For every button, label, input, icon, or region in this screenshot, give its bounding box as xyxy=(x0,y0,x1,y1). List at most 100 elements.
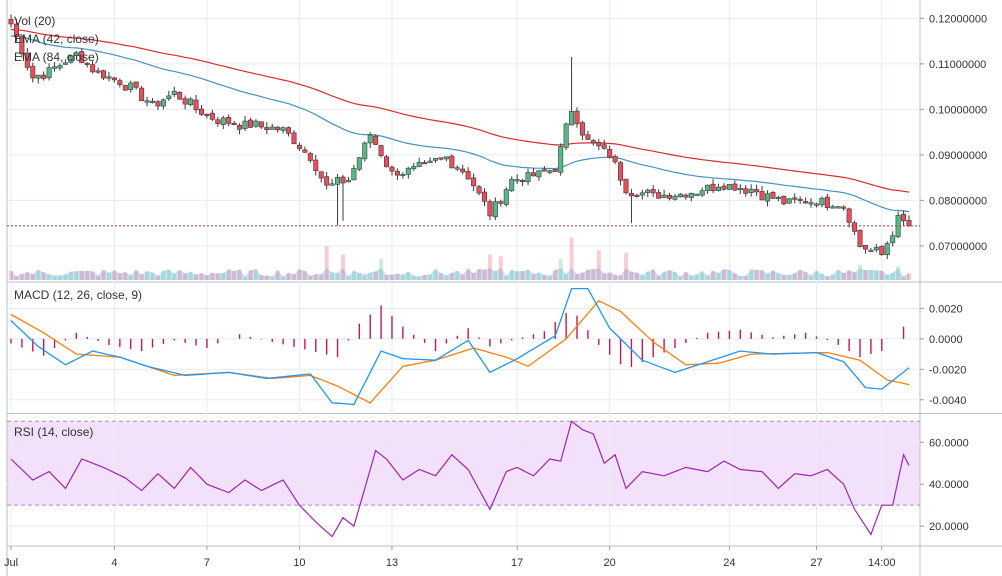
candle-body xyxy=(465,171,471,180)
volume-bar xyxy=(466,269,471,280)
volume-bar xyxy=(275,270,280,280)
candle-body xyxy=(509,178,515,191)
candle-body xyxy=(759,191,765,201)
macd-axis-tick-label: 0.0000 xyxy=(929,334,963,346)
volume-bar xyxy=(656,275,661,280)
candle-body xyxy=(569,111,575,126)
volume-bar xyxy=(743,275,748,280)
candle-body xyxy=(144,100,150,103)
candle-body xyxy=(57,65,63,69)
candle-body xyxy=(384,156,390,168)
candle-body xyxy=(106,76,112,79)
volume-bar xyxy=(700,271,705,280)
volume-bar xyxy=(433,269,438,280)
macd-signal-line xyxy=(10,299,910,404)
candle-body xyxy=(19,36,25,55)
ema42-line xyxy=(11,35,910,213)
candle-body xyxy=(433,158,439,161)
candle-body xyxy=(68,55,74,63)
candle-body xyxy=(443,156,449,160)
candle-body xyxy=(743,188,749,194)
candle-body xyxy=(264,127,270,131)
volume-bar xyxy=(286,273,291,280)
candle-body xyxy=(340,176,346,184)
volume-bar xyxy=(689,275,694,280)
volume-bar xyxy=(368,272,373,280)
volume-bar xyxy=(340,254,345,280)
volume-bar xyxy=(885,274,890,280)
candle-body xyxy=(661,194,667,198)
volume-bar xyxy=(711,270,716,280)
price-axis-tick-label: 0.07000000 xyxy=(929,241,987,253)
candle-body xyxy=(857,230,863,247)
price-axis-tick-label: 0.10000000 xyxy=(929,104,987,116)
candle-body xyxy=(193,99,199,111)
candle-body xyxy=(351,168,357,181)
volume-bar xyxy=(128,275,133,280)
volume-bar xyxy=(520,271,525,280)
candle-body xyxy=(705,184,711,191)
time-axis-label: 24 xyxy=(723,557,735,569)
candle-body xyxy=(852,222,858,232)
volume-bar xyxy=(199,273,204,280)
volume-bar xyxy=(569,237,574,280)
candle-body xyxy=(525,172,531,182)
candle-body xyxy=(868,249,874,252)
volume-bar xyxy=(357,272,362,280)
volume-ma-area xyxy=(11,268,909,280)
volume-bar xyxy=(161,270,166,280)
candle-body xyxy=(563,123,569,148)
candle-body xyxy=(884,243,890,256)
candle-body xyxy=(901,213,907,222)
volume-bar xyxy=(411,275,416,280)
candle-body xyxy=(618,162,624,181)
volume-bar xyxy=(760,270,765,280)
candle-body xyxy=(101,70,107,79)
volume-bar xyxy=(253,269,258,280)
candle-body xyxy=(688,192,694,198)
volume-bar xyxy=(406,271,411,280)
volume-bar xyxy=(542,274,547,280)
candle-body xyxy=(677,193,683,198)
candle-body xyxy=(710,183,716,192)
volume-bar xyxy=(890,272,895,280)
volume-bar xyxy=(384,274,389,280)
volume-bar xyxy=(645,271,650,280)
volume-bar xyxy=(841,272,846,280)
price-axis-tick-label: 0.11000000 xyxy=(929,59,986,71)
volume-bar xyxy=(19,273,24,280)
volume-bar xyxy=(428,274,433,280)
candle-body xyxy=(24,52,30,68)
candle-body xyxy=(639,192,645,196)
candle-body xyxy=(873,247,879,251)
volume-bar xyxy=(634,272,639,280)
candle-body xyxy=(514,179,520,182)
volume-bar xyxy=(210,272,215,280)
volume-bar xyxy=(215,273,220,280)
candle-body xyxy=(449,155,455,169)
time-axis-label: Jul xyxy=(4,557,18,569)
volume-bar xyxy=(41,272,46,280)
volume-bar xyxy=(749,269,754,280)
volume-bar xyxy=(672,272,677,280)
volume-bar xyxy=(308,275,313,280)
volume-bar xyxy=(292,274,297,280)
candle-body xyxy=(204,113,210,116)
volume-bar xyxy=(194,274,199,280)
candle-body xyxy=(775,196,781,200)
volume-bar xyxy=(297,269,302,280)
volume-bar xyxy=(373,271,378,280)
candle-body xyxy=(552,168,558,172)
candle-body xyxy=(405,167,411,175)
volume-bar xyxy=(351,270,356,280)
volume-bar xyxy=(52,275,57,280)
candle-body xyxy=(171,90,177,95)
volume-bar xyxy=(25,272,30,280)
volume-bar xyxy=(319,274,324,280)
candle-body xyxy=(160,99,166,107)
candle-body xyxy=(79,51,85,64)
volume-bar xyxy=(526,269,531,280)
candle-body xyxy=(699,190,705,196)
